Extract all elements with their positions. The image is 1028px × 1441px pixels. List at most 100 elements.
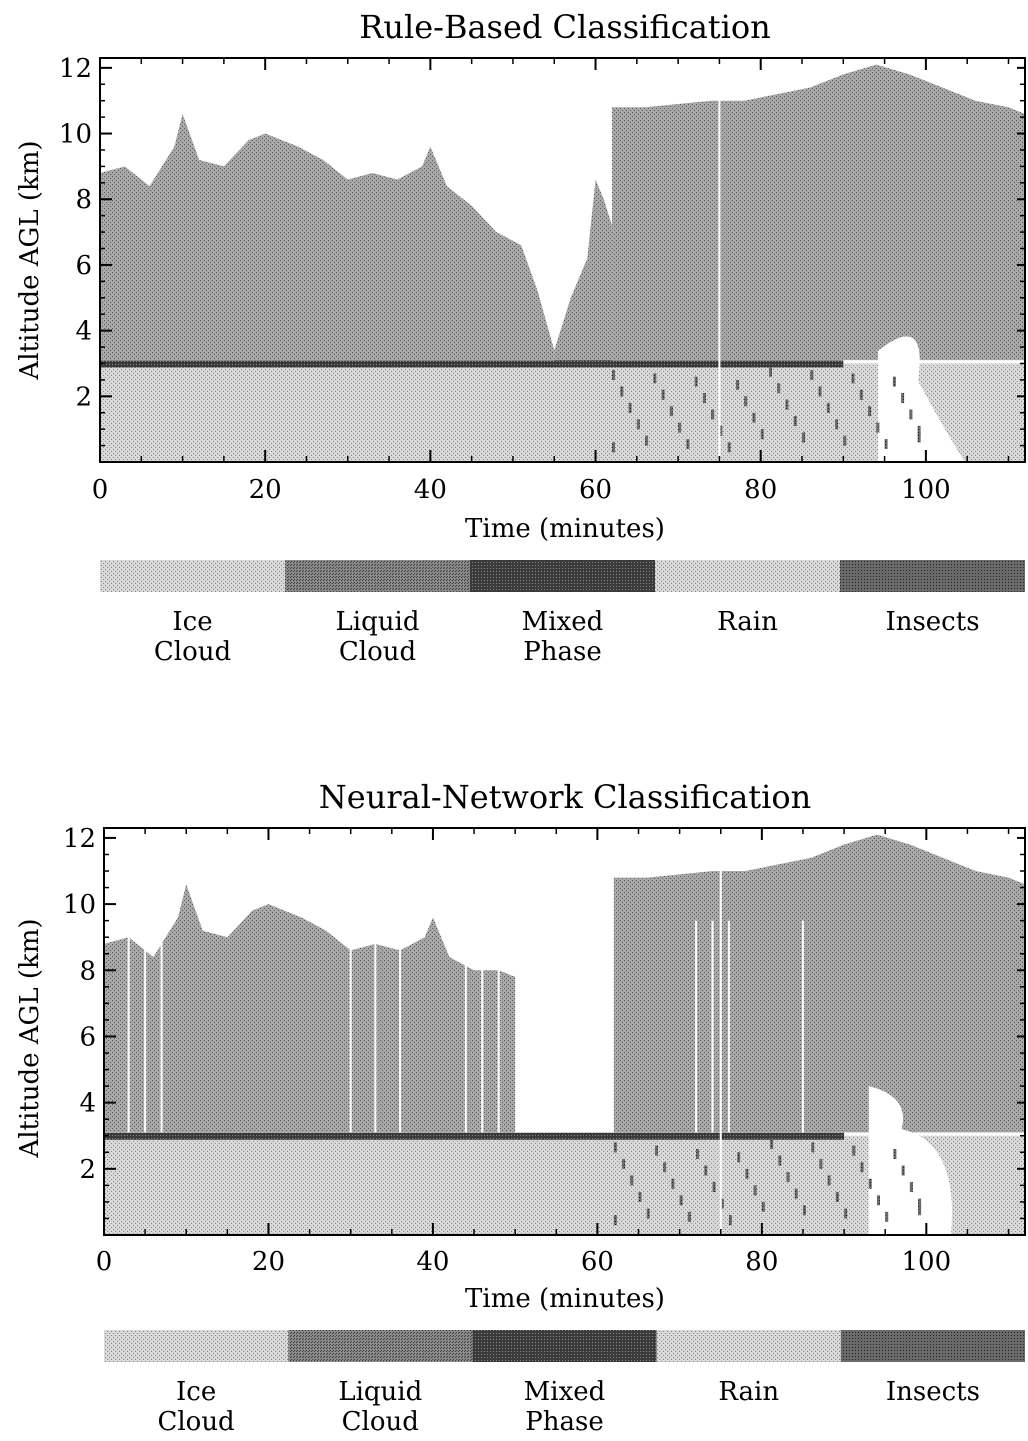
insect-speckle	[727, 442, 731, 453]
insect-speckle	[917, 425, 921, 436]
insect-speckle	[761, 1201, 765, 1212]
insect-speckle	[876, 422, 880, 433]
x-tick-label: 80	[744, 475, 777, 505]
insect-speckle	[778, 1155, 782, 1166]
legend-label: Mixed	[522, 607, 604, 637]
insect-speckle	[802, 1205, 806, 1216]
insect-speckle	[860, 1162, 864, 1173]
insect-speckle	[669, 406, 673, 417]
chart-title: Rule-Based Classification	[359, 8, 770, 46]
insect-speckle	[737, 1152, 741, 1163]
insect-speckle	[777, 383, 781, 394]
y-tick-label: 2	[75, 382, 92, 412]
x-tick-label: 60	[581, 1247, 614, 1277]
ice-cloud-region	[100, 113, 555, 361]
insect-speckle	[859, 389, 863, 400]
insect-speckle	[744, 396, 748, 407]
insect-speckle	[712, 1182, 716, 1193]
legend-label: Rain	[717, 607, 778, 637]
insect-speckle	[704, 1165, 708, 1176]
insect-speckle	[612, 442, 616, 453]
legend-swatch	[655, 560, 840, 592]
insect-speckle	[679, 1195, 683, 1206]
insect-speckle	[654, 1145, 658, 1156]
insect-speckle	[826, 402, 830, 413]
insect-speckle	[852, 1145, 856, 1156]
legend-label: Cloud	[342, 1407, 419, 1437]
x-tick-label: 0	[92, 475, 109, 505]
insect-speckle	[753, 1185, 757, 1196]
insect-speckle	[613, 1142, 617, 1153]
ice-cloud-region	[613, 834, 1025, 1133]
insect-speckle	[752, 412, 756, 423]
legend-swatch	[285, 560, 470, 592]
insect-speckle	[892, 376, 896, 387]
legend-label: Insects	[886, 1377, 980, 1407]
legend-label: Liquid	[336, 607, 420, 637]
clear-gap	[519, 828, 606, 1126]
insect-speckle	[728, 1215, 732, 1226]
y-tick-label: 4	[75, 317, 92, 347]
y-tick-label: 8	[79, 956, 96, 986]
insect-speckle	[671, 1178, 675, 1189]
y-tick-label: 12	[59, 54, 92, 84]
clear-gap	[868, 1086, 953, 1235]
insect-speckle	[901, 1165, 905, 1176]
insect-speckle	[678, 422, 682, 433]
ice-cloud-region	[104, 884, 516, 1133]
x-tick-label: 60	[579, 475, 612, 505]
legend-label: Mixed	[524, 1377, 606, 1407]
y-tick-label: 2	[79, 1155, 96, 1185]
y-tick-label: 10	[59, 120, 92, 150]
insect-speckle	[696, 1148, 700, 1159]
legend-label: Cloud	[157, 1407, 234, 1437]
insect-speckle	[719, 425, 723, 436]
insect-speckle	[711, 409, 715, 420]
rule-based-panel: Rule-Based Classification 2 4 6 8 10 12 0 20 40 6…	[15, 8, 1026, 667]
insect-speckle	[843, 435, 847, 446]
mixed-phase-band	[100, 360, 844, 368]
plot-area: 2 4 6 8 10 12 0 20 40 60 80 100	[63, 824, 1026, 1277]
insect-speckle	[638, 1191, 642, 1202]
insect-speckle	[811, 1142, 815, 1153]
insect-speckle	[802, 432, 806, 443]
insect-speckle	[646, 1208, 650, 1219]
y-tick-label: 6	[79, 1022, 96, 1052]
x-tick-label: 40	[416, 1247, 449, 1277]
insect-speckle	[686, 439, 690, 450]
insect-speckle	[835, 419, 839, 430]
legend-label: Rain	[718, 1377, 779, 1407]
insect-speckle	[785, 399, 789, 410]
insect-speckle	[645, 435, 649, 446]
insect-speckle	[745, 1168, 749, 1179]
plot-area: 2 4 6 8 10 12 0 20 40 60 80 100	[59, 54, 1026, 505]
mixed-phase-band	[104, 1132, 845, 1140]
insect-speckle	[893, 1148, 897, 1159]
insect-speckle	[786, 1172, 790, 1183]
x-tick-label: 20	[249, 475, 282, 505]
insect-speckle	[793, 416, 797, 427]
legend-label: Liquid	[338, 1377, 422, 1407]
legend-swatch	[470, 560, 655, 592]
insect-speckle	[630, 1175, 634, 1186]
insect-speckle	[735, 379, 739, 390]
insect-speckle	[720, 1198, 724, 1209]
insect-speckle	[794, 1188, 798, 1199]
insect-speckle	[876, 1195, 880, 1206]
y-tick-label: 8	[75, 185, 92, 215]
insect-speckle	[818, 386, 822, 397]
x-tick-label: 20	[252, 1247, 285, 1277]
x-tick-label: 80	[745, 1247, 778, 1277]
insect-speckle	[612, 370, 616, 381]
y-axis-label: Altitude AGL (km)	[15, 140, 45, 380]
y-tick-label: 10	[63, 890, 96, 920]
legend-swatch	[840, 1330, 1025, 1362]
insect-speckle	[622, 1158, 626, 1169]
legend-swatch	[656, 1330, 841, 1362]
x-tick-label: 100	[901, 475, 951, 505]
insect-speckle	[636, 419, 640, 430]
insect-speckle	[628, 402, 632, 413]
